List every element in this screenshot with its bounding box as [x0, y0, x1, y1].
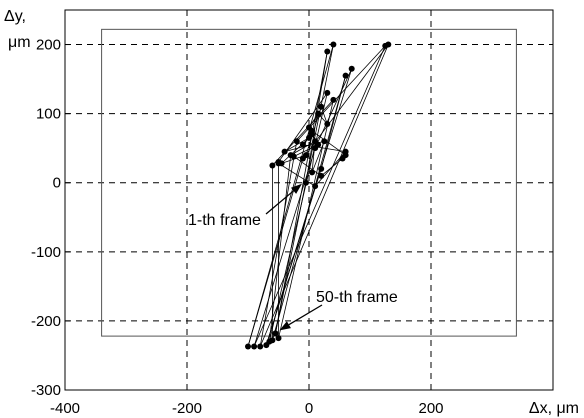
annotation-arrowhead-first-frame [290, 183, 302, 194]
trajectory-segment [253, 45, 386, 347]
trajectory-segment [284, 137, 310, 152]
data-point [339, 155, 346, 162]
data-point [324, 89, 331, 96]
y-tick-label: 200 [36, 37, 61, 54]
data-point [293, 138, 300, 145]
data-point [269, 162, 276, 169]
data-point [290, 153, 297, 160]
trajectory-segment [293, 156, 322, 177]
x-tick-labels: -400 -200 0 200 [50, 400, 444, 417]
trajectory-segment [290, 140, 316, 156]
data-point [266, 338, 273, 345]
trajectory-segment [253, 148, 316, 347]
data-point [330, 41, 337, 48]
trajectory-segment [302, 144, 346, 153]
data-point [342, 72, 349, 79]
annotation-label-fiftieth-frame: 50-th frame [316, 289, 398, 306]
y-tick-label: -300 [31, 382, 61, 399]
trajectory-segment [314, 68, 353, 149]
data-point [275, 160, 282, 167]
x-axis-label: Δx, μm [529, 400, 579, 417]
y-tick-label: 100 [36, 106, 61, 123]
data-point [342, 148, 349, 155]
grid-lines [65, 10, 553, 390]
annotation-label-first-frame: 1-th frame [188, 212, 261, 229]
x-tick-label: -400 [50, 400, 80, 417]
trajectory-segment [311, 141, 325, 173]
data-point [315, 141, 322, 148]
x-tick-label: 0 [305, 400, 313, 417]
trajectory-segment [247, 44, 334, 347]
data-point [318, 103, 325, 110]
data-point [324, 48, 331, 55]
data-point [272, 330, 279, 337]
data-point [309, 169, 316, 176]
trajectory-segment [268, 155, 292, 342]
trajectory-segment [272, 75, 346, 341]
y-tick-labels: -300 -200 -100 0 100 200 [31, 37, 61, 399]
data-point [251, 343, 258, 350]
trajectory-segment [320, 106, 328, 125]
data-point [302, 152, 309, 159]
data-point [348, 65, 355, 72]
data-point [275, 335, 282, 342]
data-point [330, 96, 337, 103]
annotation-arrow-fiftieth-frame [288, 304, 323, 326]
data-point [302, 179, 309, 186]
data-point [299, 141, 306, 148]
trajectory-segment [278, 163, 316, 187]
trajectory-segment [268, 92, 328, 342]
axis-ticks [64, 44, 432, 391]
data-point [315, 110, 322, 117]
series-trajectory [247, 44, 389, 347]
data-point [312, 183, 319, 190]
data-point [382, 42, 389, 49]
y-axis-label-line2: μm [8, 34, 31, 51]
y-tick-label: -100 [31, 244, 61, 261]
x-tick-label: 200 [418, 400, 443, 417]
data-point [324, 121, 331, 127]
data-point [245, 343, 251, 350]
data-point [318, 165, 325, 172]
annotation-arrowhead-fiftieth-frame [279, 321, 291, 331]
y-tick-label: -200 [31, 313, 61, 330]
x-tick-label: -200 [172, 400, 202, 417]
data-point [318, 172, 325, 179]
annotation-arrow-first-frame [265, 190, 294, 215]
data-point [257, 343, 264, 350]
data-point [281, 148, 288, 155]
frame-rectangle [101, 28, 517, 337]
annotations: 1-th frame 50-th frame [188, 183, 398, 331]
trajectory-segment [305, 51, 328, 183]
y-axis-label-line1: Δy, [4, 8, 26, 25]
series-points [245, 41, 392, 350]
data-point [321, 138, 328, 145]
trajectory-segment [281, 137, 310, 164]
y-tick-label: 0 [53, 175, 61, 192]
data-point [309, 131, 316, 138]
